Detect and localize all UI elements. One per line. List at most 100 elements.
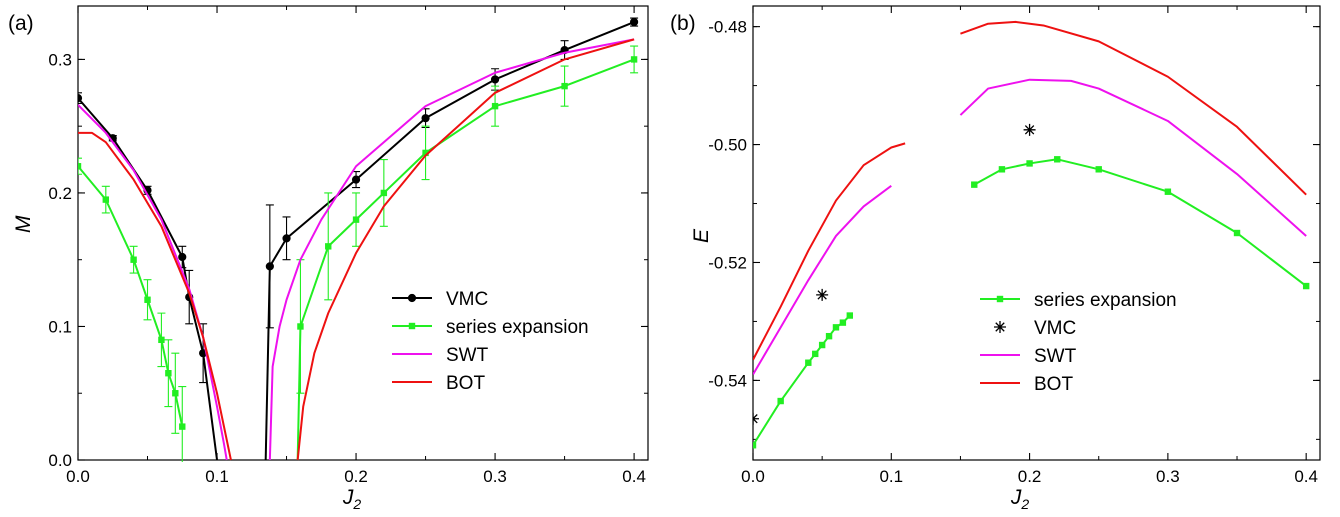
data-point	[179, 423, 186, 430]
y-axis-label: E	[690, 228, 713, 243]
data-point	[998, 166, 1006, 173]
data-point	[816, 288, 829, 301]
legend-label: VMC	[1034, 318, 1076, 339]
series-line	[973, 158, 1307, 287]
error-bar	[78, 92, 82, 105]
series-series-expansion	[78, 45, 639, 462]
series-line	[959, 78, 1307, 237]
data-point	[1302, 282, 1310, 290]
data-point	[839, 319, 847, 326]
y-tick-label: 0.3	[48, 50, 72, 69]
series-line	[753, 185, 892, 376]
data-point	[407, 293, 417, 303]
series-vmc	[753, 123, 1036, 425]
error-bar	[78, 157, 82, 175]
series-vmc	[78, 17, 639, 461]
x-tick-label: 0.4	[622, 467, 646, 486]
x-tick-label: 0.1	[205, 467, 229, 486]
legend-item: BOT	[392, 373, 485, 394]
series-line	[296, 38, 635, 461]
data-point	[753, 442, 757, 449]
data-point	[805, 359, 812, 366]
series-swt	[753, 78, 1307, 376]
data-point	[825, 332, 833, 340]
data-point	[832, 324, 840, 331]
data-point	[1164, 188, 1172, 195]
plot-frame	[77, 5, 649, 461]
legend-item: SWT	[980, 346, 1077, 367]
data-point	[971, 181, 978, 188]
data-point	[130, 256, 137, 263]
data-point	[561, 82, 568, 90]
x-tick-label: 0.1	[879, 467, 903, 486]
legend: series expansion VMC SWT BOT	[980, 290, 1177, 395]
series-swt	[78, 38, 635, 461]
legend-label: SWT	[1034, 346, 1077, 367]
panel-label: (a)	[8, 12, 34, 35]
legend-item: SWT	[392, 345, 489, 366]
series-bot	[753, 20, 1307, 361]
data-point	[994, 321, 1006, 333]
data-point	[777, 397, 784, 405]
data-point	[265, 262, 274, 271]
legend-label: series expansion	[1034, 290, 1177, 311]
data-point	[630, 56, 638, 63]
y-tick-label: -0.48	[708, 18, 747, 37]
data-point	[178, 252, 187, 262]
axis-ticks: 0.0 0.1 0.2 0.3 0.4 0.0 0.1 0.2 0.3	[48, 6, 648, 486]
legend-item: VMC	[994, 318, 1076, 339]
data-point	[1233, 229, 1241, 237]
series-line	[78, 165, 184, 427]
y-tick-label: -0.52	[708, 253, 747, 272]
legend-label: BOT	[446, 373, 485, 394]
data-point	[144, 296, 151, 303]
data-point	[1095, 166, 1102, 173]
y-axis-label: M	[12, 215, 35, 233]
data-point	[408, 322, 416, 330]
series-line	[78, 104, 228, 461]
x-tick-label: 0.4	[1294, 467, 1318, 486]
data-point	[158, 336, 165, 344]
data-point	[996, 295, 1004, 303]
axis-ticks: 0.0 0.1 0.2 0.3 0.4 -0.48 -0.50 -0.52 -0.54	[708, 6, 1320, 486]
data-point	[325, 243, 332, 250]
data-point	[1054, 156, 1061, 163]
series-series-expansion	[753, 156, 1310, 449]
legend-label: VMC	[446, 289, 488, 310]
data-point	[629, 17, 639, 27]
x-tick-label: 0.3	[1156, 467, 1180, 486]
data-point	[491, 102, 499, 110]
y-tick-label: 0.0	[48, 451, 72, 470]
x-axis-label-subscript: 2	[1020, 496, 1029, 512]
data-point	[102, 196, 110, 203]
x-axis-label-main: J	[1010, 486, 1022, 509]
data-point	[422, 149, 429, 157]
panel-label: (b)	[670, 12, 696, 35]
chart-panel-b: (b) E J2 0.0 0.1 0.2 0.3 0.4 -0.48 -0.50 -0.52 -…	[670, 5, 1321, 512]
data-point	[812, 350, 819, 358]
legend: VMC series expansion SWT BOT	[392, 289, 589, 394]
plot-frame	[752, 5, 1321, 461]
x-tick-label: 0.0	[741, 467, 765, 486]
data-point	[380, 189, 388, 197]
legend-item: BOT	[980, 374, 1073, 395]
y-tick-label: 0.2	[48, 184, 72, 203]
data-point	[165, 370, 172, 377]
data-point	[1026, 160, 1033, 167]
data-point	[846, 312, 854, 319]
data-point	[78, 163, 82, 170]
legend-item: VMC	[392, 289, 488, 310]
x-axis-label: J2	[1010, 486, 1030, 512]
series-line	[78, 97, 219, 461]
legend-item: series expansion	[980, 290, 1177, 311]
data-point	[490, 75, 500, 84]
series-line	[264, 21, 635, 461]
data-point	[818, 341, 826, 349]
y-tick-label: 0.1	[48, 317, 72, 336]
x-axis-label-main: J	[342, 486, 354, 509]
legend-label: SWT	[446, 345, 489, 366]
data-point	[351, 175, 361, 184]
data-point	[78, 94, 83, 103]
x-tick-label: 0.0	[66, 467, 90, 486]
